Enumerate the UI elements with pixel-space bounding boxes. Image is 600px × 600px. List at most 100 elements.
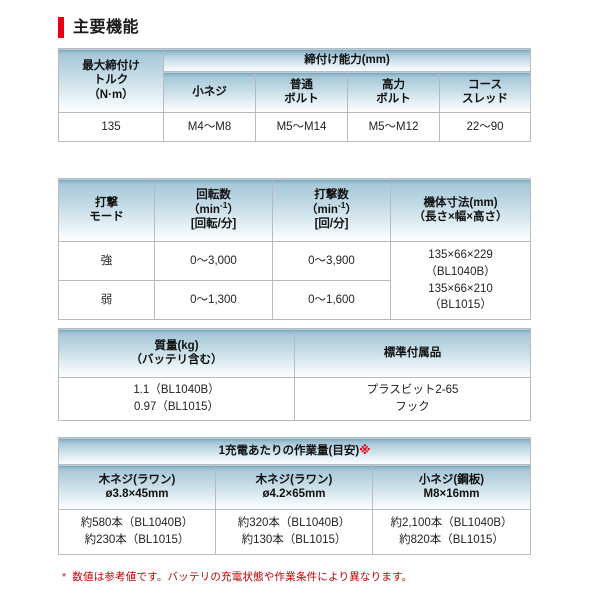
header-tightening-capacity: 締付け能力(mm) <box>162 48 532 72</box>
header-rotation-unit-exponent: -1 <box>219 199 228 210</box>
cell-rpm-weak: 0〜1,300 <box>154 280 273 320</box>
header-wood-screw-38: 木ネジ(ラワン) ø3.8×45mm <box>58 464 216 510</box>
header-impact-rate-line1: 打撃数 <box>314 189 349 202</box>
header-coarse-thread: コース スレッド <box>438 71 532 113</box>
cell-accessory-line1: プラスビット2-65 <box>366 384 459 397</box>
header-max-torque-line2: トルク <box>93 74 129 87</box>
table-row-header-sub: 小ネジ 普通 ボルト 高力 ボルト コース スレッド <box>59 71 532 113</box>
header-impact-unit-suffix: ） <box>345 203 358 216</box>
cell-small-screw-value: M4〜M8 <box>163 112 256 142</box>
cell-weight-line1: 1.1（BL1040B） <box>133 384 220 397</box>
header-workload-group-mark: ※ <box>359 444 371 457</box>
cell-workload-wood-38-line2: 約230本（BL1015） <box>84 534 190 546</box>
header-high-tension-bolt: 高力 ボルト <box>347 71 440 113</box>
header-rotation-unit-suffix: ） <box>227 203 240 216</box>
cell-weight-values: 1.1（BL1040B） 0.97（BL1015） <box>58 377 295 421</box>
cell-workload-machine-m8-line2: 約820本（BL1015） <box>399 534 504 546</box>
header-max-torque: 最大締付け トルク （N·m） <box>58 48 164 113</box>
table-row: 約580本（BL1040B） 約230本（BL1015） 約320本（BL104… <box>58 509 532 555</box>
page-title-text: 主要機能 <box>73 18 140 36</box>
cell-workload-wood-42-line1: 約320本（BL1040B） <box>237 517 351 530</box>
header-body-dimensions-line1: 機体寸法(mm) <box>423 196 498 209</box>
header-standard-bolt: 普通 ボルト <box>255 71 348 113</box>
cell-ipm-strong: 0〜3,900 <box>272 241 391 281</box>
header-coarse-thread-line1: コース <box>468 78 502 91</box>
header-wood-screw-38-line2: ø3.8×45mm <box>105 488 169 500</box>
cell-workload-wood-42: 約320本（BL1040B） 約130本（BL1015） <box>215 509 373 555</box>
cell-weight-line2: 0.97（BL1015） <box>133 401 220 413</box>
cell-rpm-strong: 0〜3,000 <box>154 241 273 281</box>
header-impact-mode: 打撃 モード <box>58 178 155 242</box>
header-impact-mode-line1: 打撃 <box>95 196 118 209</box>
header-small-screw: 小ネジ <box>163 71 256 113</box>
header-rotation-speed-line2: （min-1） <box>155 199 272 217</box>
header-machine-screw-m8: 小ネジ(鋼板) M8×16mm <box>371 464 532 510</box>
header-machine-screw-m8-line2: M8×16mm <box>423 488 480 500</box>
header-impact-unit-exponent: -1 <box>337 199 346 210</box>
cell-torque-value: 135 <box>58 112 164 142</box>
header-impact-rate: 打撃数 （min-1） [回/分] <box>272 178 391 242</box>
table-tightening-torque: 最大締付け トルク （N·m） 締付け能力(mm) 小ネジ 普通 ボルト 高力 … <box>58 48 532 142</box>
header-body-dimensions-line2: （長さ×幅×高さ） <box>413 211 508 223</box>
header-standard-accessories-line1: 標準付属品 <box>383 346 442 359</box>
header-rotation-speed-line3: [回転/分] <box>190 218 237 231</box>
table-row: 強 0〜3,000 0〜3,900 135×66×229 （BL1040B） 1… <box>58 241 531 320</box>
cell-workload-machine-m8-line1: 約2,100本（BL1040B） <box>390 517 513 530</box>
cell-dimension-line3: 135×66×210 <box>428 282 493 295</box>
table-row-header: 打撃 モード 回転数 （min-1） [回転/分] 打撃数 （min-1） [回… <box>58 178 531 242</box>
table-row-header: 質量(kg) （バッテリ含む） 標準付属品 <box>58 328 531 378</box>
header-body-dimensions: 機体寸法(mm) （長さ×幅×高さ） <box>390 178 531 242</box>
cell-workload-wood-38: 約580本（BL1040B） 約230本（BL1015） <box>58 509 216 555</box>
header-workload-group: 1充電あたりの作業量(目安)※ <box>57 437 532 465</box>
cell-dimension-line1: 135×66×229 <box>428 249 493 262</box>
table-workload-per-charge: 1充電あたりの作業量(目安)※ 木ネジ(ラワン) ø3.8×45mm 木ネジ(ラ… <box>57 437 532 555</box>
cell-dimension-line4: （BL1015） <box>429 299 492 312</box>
header-wood-screw-42-line2: ø4.2×65mm <box>262 488 326 500</box>
cell-workload-wood-38-line1: 約580本（BL1040B） <box>80 517 194 530</box>
page-title: 主要機能 <box>58 17 139 38</box>
header-weight-line2: （バッテリ含む） <box>130 354 223 366</box>
header-high-tension-bolt-line1: 高力 <box>382 78 405 91</box>
header-weight: 質量(kg) （バッテリ含む） <box>58 328 295 378</box>
header-machine-screw-m8-line1: 小ネジ(鋼板) <box>418 473 485 486</box>
table-weight-accessories: 質量(kg) （バッテリ含む） 標準付属品 1.1（BL1040B） 0.97（… <box>58 328 531 421</box>
cell-body-dimensions: 135×66×229 （BL1040B） 135×66×210 （BL1015） <box>390 241 531 320</box>
header-wood-screw-38-line1: 木ネジ(ラワン) <box>98 473 176 486</box>
footnote: * 数値は参考値です。バッテリの充電状態や作業条件により異なります。 <box>62 571 412 585</box>
cell-accessory-line2: フック <box>395 401 430 413</box>
header-impact-mode-line2: モード <box>89 211 124 223</box>
header-small-screw-line1: 小ネジ <box>192 85 227 98</box>
header-rotation-unit-prefix: （min <box>187 203 220 216</box>
table-impact-mode: 打撃 モード 回転数 （min-1） [回転/分] 打撃数 （min-1） [回… <box>58 178 531 320</box>
cell-mode-weak: 弱 <box>58 280 155 320</box>
cell-coarse-thread-value: 22〜90 <box>438 112 532 142</box>
header-coarse-thread-line2: スレッド <box>462 93 509 105</box>
header-standard-accessories: 標準付属品 <box>294 328 531 378</box>
header-max-torque-line1: 最大締付け <box>82 59 140 72</box>
footnote-star: * <box>62 571 67 583</box>
header-workload-group-text: 1充電あたりの作業量(目安) <box>218 444 360 457</box>
header-impact-unit-prefix: （min <box>305 203 338 216</box>
cell-standard-bolt-value: M5〜M14 <box>255 112 348 142</box>
header-max-torque-line3: （N·m） <box>88 88 134 101</box>
cell-accessory-values: プラスビット2-65 フック <box>294 377 531 421</box>
cell-workload-wood-42-line2: 約130本（BL1015） <box>241 534 347 546</box>
table-row: 135 M4〜M8 M5〜M14 M5〜M12 22〜90 <box>58 112 532 142</box>
cell-ipm-weak: 0〜1,600 <box>272 280 391 320</box>
header-rotation-speed: 回転数 （min-1） [回転/分] <box>154 178 273 242</box>
header-standard-bolt-line1: 普通 <box>290 78 313 91</box>
cell-high-tension-bolt-value: M5〜M12 <box>347 112 440 142</box>
header-high-tension-bolt-line2: ボルト <box>376 93 411 105</box>
title-accent-bar <box>58 17 64 38</box>
header-rotation-speed-line1: 回転数 <box>196 189 231 202</box>
header-wood-screw-42-line1: 木ネジ(ラワン) <box>255 473 333 486</box>
table-row: 1.1（BL1040B） 0.97（BL1015） プラスビット2-65 フック <box>58 377 531 421</box>
header-impact-rate-line2: （min-1） <box>273 199 390 217</box>
header-impact-rate-line3: [回/分] <box>314 218 349 231</box>
table-row-header-group: 最大締付け トルク （N·m） 締付け能力(mm) <box>58 48 532 113</box>
table-row: 弱 0〜1,300 0〜1,600 <box>58 280 531 320</box>
table-row-header-sub: 木ネジ(ラワン) ø3.8×45mm 木ネジ(ラワン) ø4.2×65mm 小ネ… <box>58 464 532 510</box>
header-standard-bolt-line2: ボルト <box>284 93 319 105</box>
footnote-text: 数値は参考値です。バッテリの充電状態や作業条件により異なります。 <box>72 571 413 583</box>
